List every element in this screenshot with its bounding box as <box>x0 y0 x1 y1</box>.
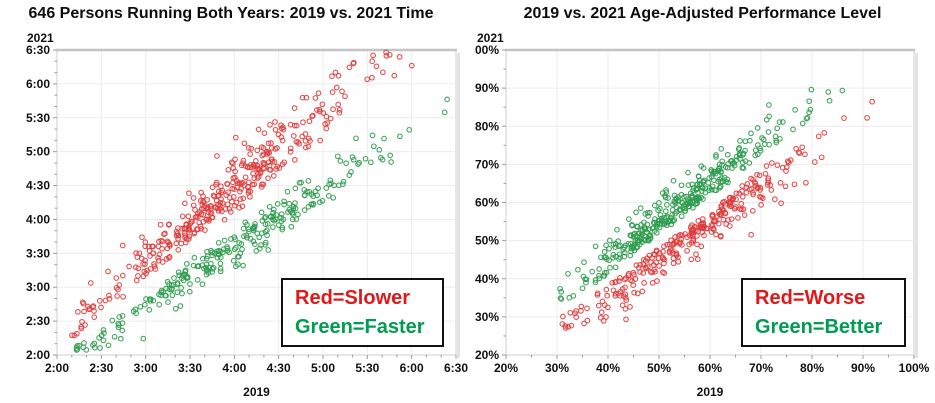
svg-text:00%: 00% <box>475 43 499 57</box>
svg-text:6:00: 6:00 <box>400 361 424 375</box>
legend-line-red-slower: Red=Slower <box>295 287 411 309</box>
right-x-axis-label: 2019 <box>696 385 724 399</box>
svg-text:90%: 90% <box>475 81 499 95</box>
svg-text:50%: 50% <box>475 234 499 248</box>
right-chart-title: 2019 vs. 2021 Age-Adjusted Performance L… <box>523 5 882 22</box>
tick-labels: 20% 30% 40% 50% 60% 70% 80% 90% 100% 00% 90% 80% 70%… <box>475 43 930 375</box>
plot-frame-shadow <box>457 53 460 358</box>
right-y-axis-label: 2021 <box>477 31 504 45</box>
svg-text:50%: 50% <box>647 361 671 375</box>
svg-text:20%: 20% <box>494 361 518 375</box>
svg-text:2:00: 2:00 <box>45 361 69 375</box>
tick-marks <box>502 49 915 359</box>
svg-text:60%: 60% <box>475 196 499 210</box>
svg-text:80%: 80% <box>800 361 824 375</box>
tick-labels: 2:00 2:30 3:00 3:30 4:00 4:30 5:00 5:30 6:00 6:30… <box>26 43 468 375</box>
svg-text:80%: 80% <box>475 119 499 133</box>
svg-text:3:30: 3:30 <box>178 361 202 375</box>
svg-text:100%: 100% <box>899 361 930 375</box>
svg-text:4:30: 4:30 <box>267 361 291 375</box>
svg-text:4:30: 4:30 <box>26 179 50 193</box>
left-chart-legend: Red=Slower Green=Faster <box>281 278 444 347</box>
right-chart-legend: Red=Worse Green=Better <box>741 278 906 347</box>
svg-text:20%: 20% <box>475 348 499 362</box>
svg-text:30%: 30% <box>545 361 569 375</box>
left-x-axis-label: 2019 <box>243 385 270 399</box>
plot-frame-shadow <box>915 53 918 358</box>
svg-text:4:00: 4:00 <box>222 361 246 375</box>
svg-text:5:00: 5:00 <box>26 145 50 159</box>
svg-text:6:30: 6:30 <box>444 361 468 375</box>
legend-line-green-faster: Green=Faster <box>295 316 425 338</box>
svg-text:3:00: 3:00 <box>26 280 50 294</box>
left-y-axis-label: 2021 <box>27 31 54 45</box>
svg-text:60%: 60% <box>698 361 722 375</box>
svg-text:4:00: 4:00 <box>26 212 50 226</box>
svg-text:5:30: 5:30 <box>355 361 379 375</box>
svg-text:30%: 30% <box>475 310 499 324</box>
svg-text:90%: 90% <box>851 361 875 375</box>
series-faster-in-2021-points <box>73 96 450 353</box>
series-worse-in-2021-points <box>559 98 876 331</box>
svg-text:40%: 40% <box>475 272 499 286</box>
tick-marks <box>53 49 457 359</box>
svg-text:70%: 70% <box>475 157 499 171</box>
svg-text:40%: 40% <box>596 361 620 375</box>
legend-line-green-better: Green=Better <box>755 316 883 338</box>
svg-text:6:30: 6:30 <box>26 43 50 57</box>
svg-text:5:00: 5:00 <box>311 361 335 375</box>
left-chart-title: 646 Persons Running Both Years: 2019 vs.… <box>28 5 434 22</box>
svg-text:2:00: 2:00 <box>26 348 50 362</box>
svg-text:2:30: 2:30 <box>89 361 113 375</box>
series-better-in-2021-points <box>557 86 846 302</box>
svg-text:70%: 70% <box>749 361 773 375</box>
svg-text:6:00: 6:00 <box>26 77 50 91</box>
svg-text:5:30: 5:30 <box>26 111 50 125</box>
svg-text:3:00: 3:00 <box>134 361 158 375</box>
svg-text:3:30: 3:30 <box>26 246 50 260</box>
svg-text:2:30: 2:30 <box>26 314 50 328</box>
series-slower-in-2021-points <box>69 49 415 339</box>
legend-line-red-worse: Red=Worse <box>755 287 866 309</box>
